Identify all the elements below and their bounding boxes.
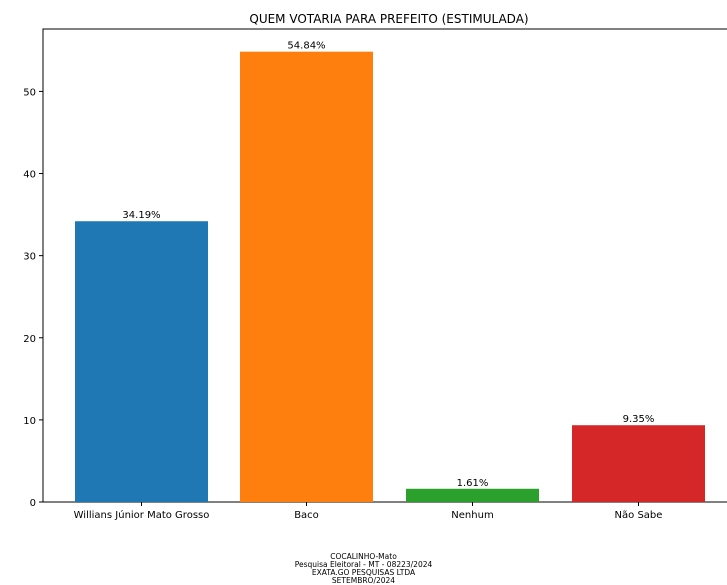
footer-line-registration: Pesquisa Eleitoral - MT - 08223/2024 (294, 560, 433, 569)
x-axis: Willians Júnior Mato Grosso Baco Nenhum Não… (74, 502, 663, 521)
bar (75, 221, 208, 502)
bar-value-label: 54.84% (287, 41, 325, 52)
x-tick-label: Não Sabe (615, 510, 663, 521)
footer-line-location: COCALINHO-Mato (330, 552, 397, 561)
bar (240, 51, 373, 503)
x-tick-label: Nenhum (451, 510, 493, 521)
y-tick-label: 30 (23, 252, 36, 263)
bar-value-label: 9.35% (623, 414, 655, 425)
bar-value-label: 34.19% (122, 210, 160, 221)
y-tick-label: 50 (23, 87, 36, 98)
x-tick-label: Willians Júnior Mato Grosso (74, 509, 210, 521)
y-tick-label: 20 (23, 334, 36, 345)
chart-title: QUEM VOTARIA PARA PREFEITO (ESTIMULADA) (249, 12, 528, 26)
footer-line-company: EXATA.GO PESQUISAS LTDA (311, 568, 416, 577)
footer-line-date: SETEMBRO/2024 (331, 576, 396, 585)
bars: 34.19% 54.84% 1.61% 9.35% (75, 41, 705, 503)
y-tick-label: 40 (23, 170, 36, 181)
y-tick-label: 0 (30, 498, 36, 509)
y-axis: 0 10 20 30 40 50 (23, 87, 43, 509)
bar-value-label: 1.61% (457, 478, 489, 489)
bar (572, 425, 705, 502)
plot-area-frame (42, 28, 727, 503)
bar (406, 488, 539, 502)
footer-caption: COCALINHO-Mato Pesquisa Eleitoral - MT -… (0, 553, 727, 585)
y-tick-label: 10 (23, 416, 36, 427)
x-tick-label: Baco (294, 510, 319, 521)
